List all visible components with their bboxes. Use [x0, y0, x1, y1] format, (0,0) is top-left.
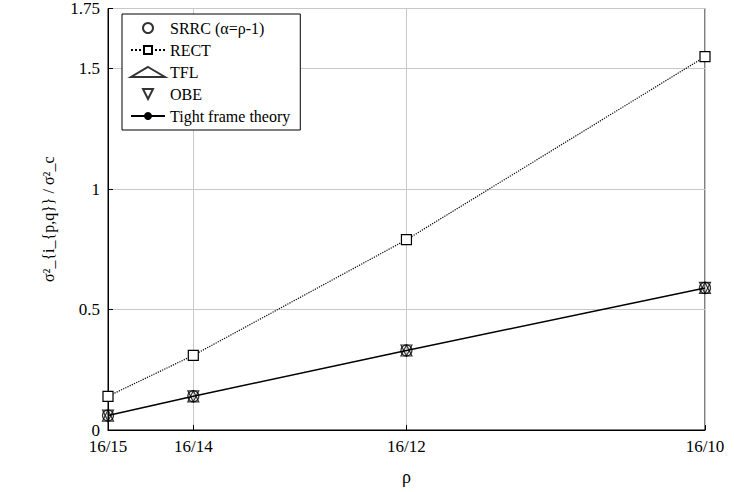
- svg-text:TFL: TFL: [170, 64, 198, 81]
- svg-text:SRRC (α=ρ-1): SRRC (α=ρ-1): [170, 20, 264, 38]
- svg-text:1.75: 1.75: [70, 0, 100, 18]
- svg-text:OBE: OBE: [170, 86, 202, 103]
- svg-text:16/12: 16/12: [387, 437, 426, 456]
- svg-text:0: 0: [91, 420, 100, 440]
- svg-text:16/15: 16/15: [89, 437, 128, 456]
- svg-text:ρ: ρ: [402, 467, 411, 487]
- svg-text:Tight frame theory: Tight frame theory: [170, 108, 290, 126]
- svg-text:1.5: 1.5: [79, 59, 100, 78]
- svg-text:0.5: 0.5: [79, 300, 100, 319]
- svg-text:σ²_{i_{p,q}} / σ²_c: σ²_{i_{p,q}} / σ²_c: [40, 156, 58, 282]
- svg-text:1: 1: [92, 180, 101, 199]
- svg-text:16/14: 16/14: [174, 437, 213, 456]
- svg-text:RECT: RECT: [170, 42, 211, 59]
- svg-text:16/10: 16/10: [686, 437, 725, 456]
